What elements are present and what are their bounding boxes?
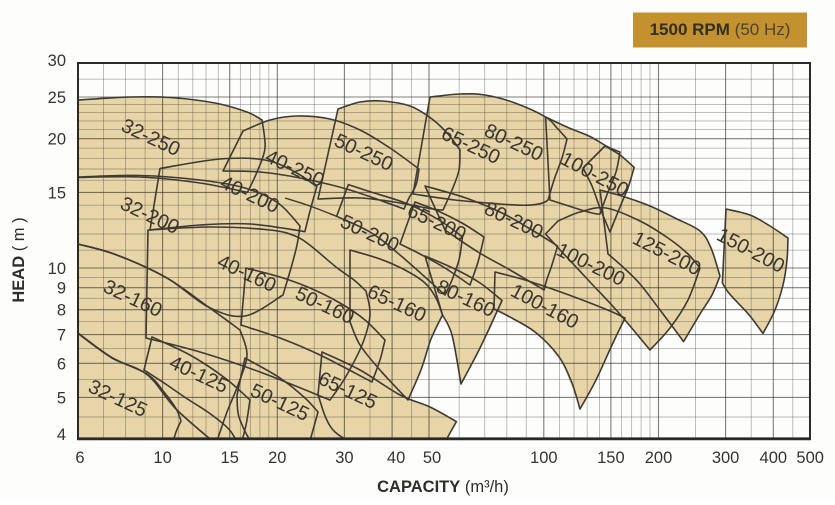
svg-text:30: 30 <box>335 449 353 467</box>
svg-text:30: 30 <box>48 52 66 70</box>
svg-text:CAPACITY (m³/h): CAPACITY (m³/h) <box>377 478 509 496</box>
svg-text:15: 15 <box>48 184 66 202</box>
svg-text:15: 15 <box>221 449 239 467</box>
svg-text:500: 500 <box>796 449 824 467</box>
svg-text:5: 5 <box>57 389 66 407</box>
svg-text:8: 8 <box>57 302 66 320</box>
svg-text:400: 400 <box>760 449 788 467</box>
svg-text:6: 6 <box>75 449 84 467</box>
svg-text:6: 6 <box>57 355 66 373</box>
svg-text:4: 4 <box>57 426 66 444</box>
svg-text:10: 10 <box>153 449 171 467</box>
svg-text:300: 300 <box>712 449 740 467</box>
svg-text:20: 20 <box>48 131 66 149</box>
svg-text:9: 9 <box>57 280 66 298</box>
svg-text:40: 40 <box>387 449 405 467</box>
svg-text:200: 200 <box>645 449 673 467</box>
svg-text:50: 50 <box>423 449 441 467</box>
svg-text:150: 150 <box>597 449 625 467</box>
svg-text:25: 25 <box>48 89 66 107</box>
svg-text:10: 10 <box>48 260 66 278</box>
svg-text:1500 RPM (50 Hz): 1500 RPM (50 Hz) <box>650 20 791 39</box>
svg-text:20: 20 <box>268 449 286 467</box>
svg-text:100: 100 <box>530 449 558 467</box>
svg-text:HEAD ( m ): HEAD ( m ) <box>10 217 28 302</box>
svg-text:7: 7 <box>57 327 66 345</box>
